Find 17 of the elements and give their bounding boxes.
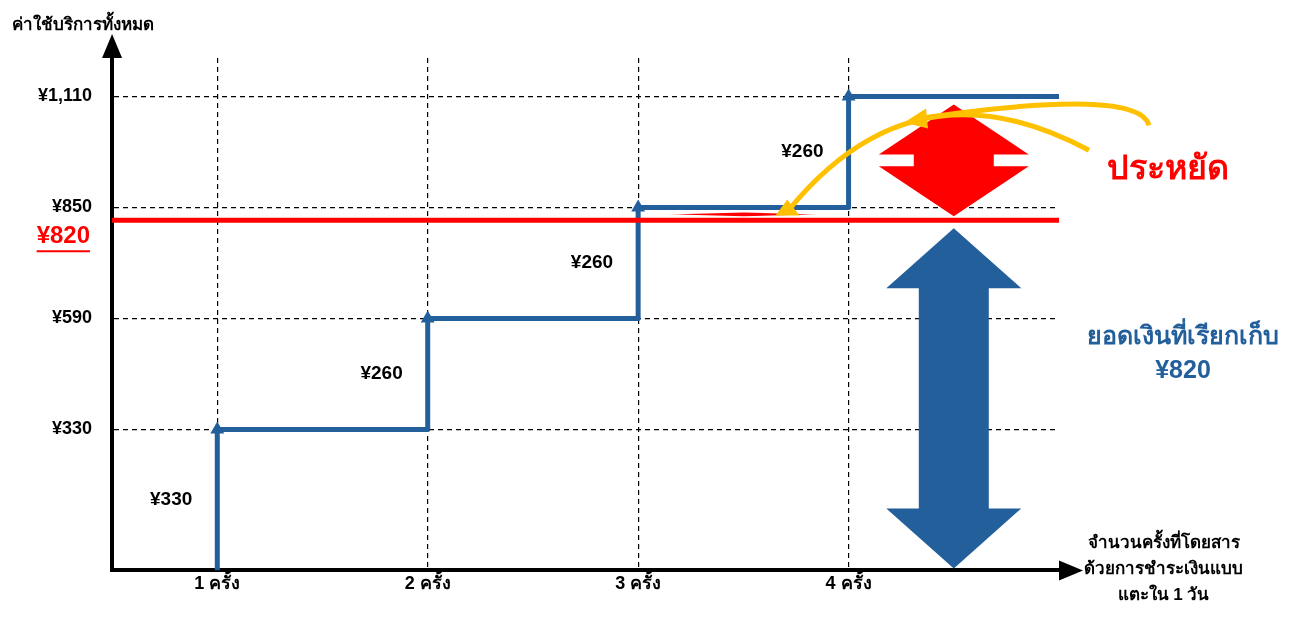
y-tick-label: ¥1,110 — [38, 85, 93, 106]
annotation: ¥260 — [570, 251, 614, 273]
point — [210, 421, 225, 434]
annotation: ประหยัด — [1107, 147, 1229, 189]
point — [631, 199, 646, 212]
ref-line-label: ¥820 — [36, 220, 91, 248]
y-tick-label: ¥590 — [52, 307, 93, 328]
y-tick-label: ¥330 — [52, 418, 93, 439]
x-axis-title: จำนวนครั้งที่โดยสาร ด้วยการชำระเงินแบบ แตะใน 1 วัน — [1084, 530, 1243, 607]
point — [841, 88, 856, 101]
y-tick-label: ¥850 — [52, 196, 93, 217]
annotation: ¥260 — [781, 140, 824, 162]
y-axis-title: ค่าใช้บริการทั้งหมด — [12, 10, 154, 36]
annotation: ¥260 — [360, 362, 403, 384]
point — [420, 310, 435, 323]
annotation: ¥330 — [150, 488, 193, 510]
text: ยอดเงินที่เรียกเก็บ ¥820 — [1087, 317, 1279, 385]
